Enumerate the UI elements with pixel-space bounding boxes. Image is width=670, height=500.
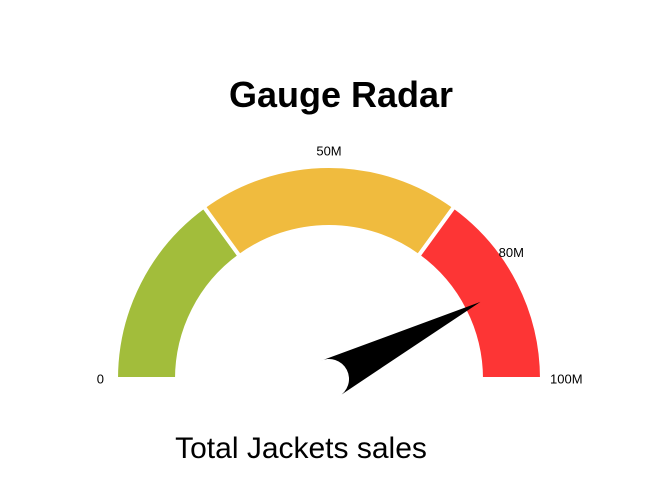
- gauge-band-1: [201, 164, 457, 259]
- gauge-needle-group: [319, 301, 481, 397]
- gauge-tick-labels: 0 50M 80M 100M: [97, 143, 583, 386]
- gauge-needle: [319, 301, 481, 397]
- gauge-band-2: [415, 203, 545, 381]
- gauge-tick-label-3: 100M: [550, 371, 583, 386]
- gauge-bands: [113, 164, 545, 381]
- gauge-tick-label-1: 50M: [316, 143, 341, 158]
- gauge-caption: Total Jackets sales: [175, 432, 427, 465]
- chart-title: Gauge Radar: [229, 74, 453, 115]
- gauge-tick-label-2: 80M: [499, 245, 524, 260]
- gauge-tick-label-0: 0: [97, 371, 104, 386]
